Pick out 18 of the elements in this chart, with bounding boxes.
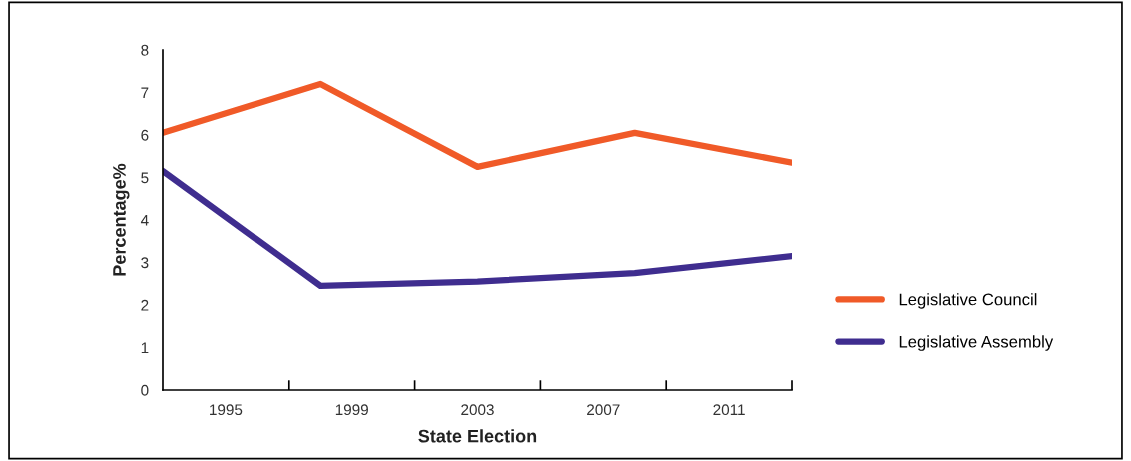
- x-tick-label: 2011: [713, 404, 745, 416]
- y-axis-title: Percentage%: [113, 163, 130, 276]
- y-tick-label: 2: [141, 299, 149, 311]
- y-tick-label: 8: [141, 44, 149, 56]
- y-tick-label: 3: [141, 257, 149, 269]
- y-tick-label: 7: [141, 87, 149, 99]
- y-tick-label: 1: [141, 342, 149, 354]
- y-tick-label: 4: [140, 215, 149, 226]
- y-tick-label: 6: [141, 129, 149, 141]
- x-tick-label: 2007: [587, 404, 620, 416]
- y-tick-label: 5: [141, 172, 149, 184]
- x-tick-label: 1995: [210, 404, 243, 416]
- x-tick-label: 2003: [461, 404, 494, 416]
- legend-label: Legislative Assembly: [899, 335, 1054, 351]
- y-tick-label: 0: [141, 384, 149, 396]
- x-tick-label: 1999: [335, 404, 368, 416]
- legend-label: Legislative Council: [899, 293, 1037, 309]
- x-axis-title: State Election: [418, 429, 537, 443]
